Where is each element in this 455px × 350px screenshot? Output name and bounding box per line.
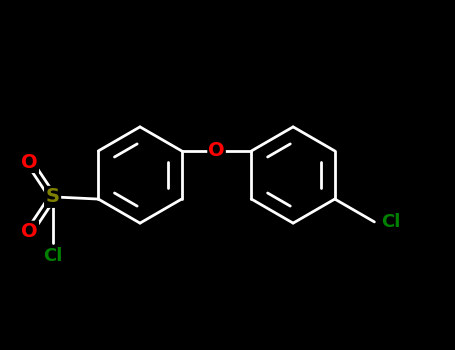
Text: Cl: Cl: [381, 213, 400, 231]
Text: O: O: [21, 222, 38, 241]
Text: S: S: [46, 187, 60, 206]
Text: Cl: Cl: [43, 247, 62, 265]
Text: O: O: [208, 141, 225, 160]
Text: O: O: [21, 153, 38, 172]
